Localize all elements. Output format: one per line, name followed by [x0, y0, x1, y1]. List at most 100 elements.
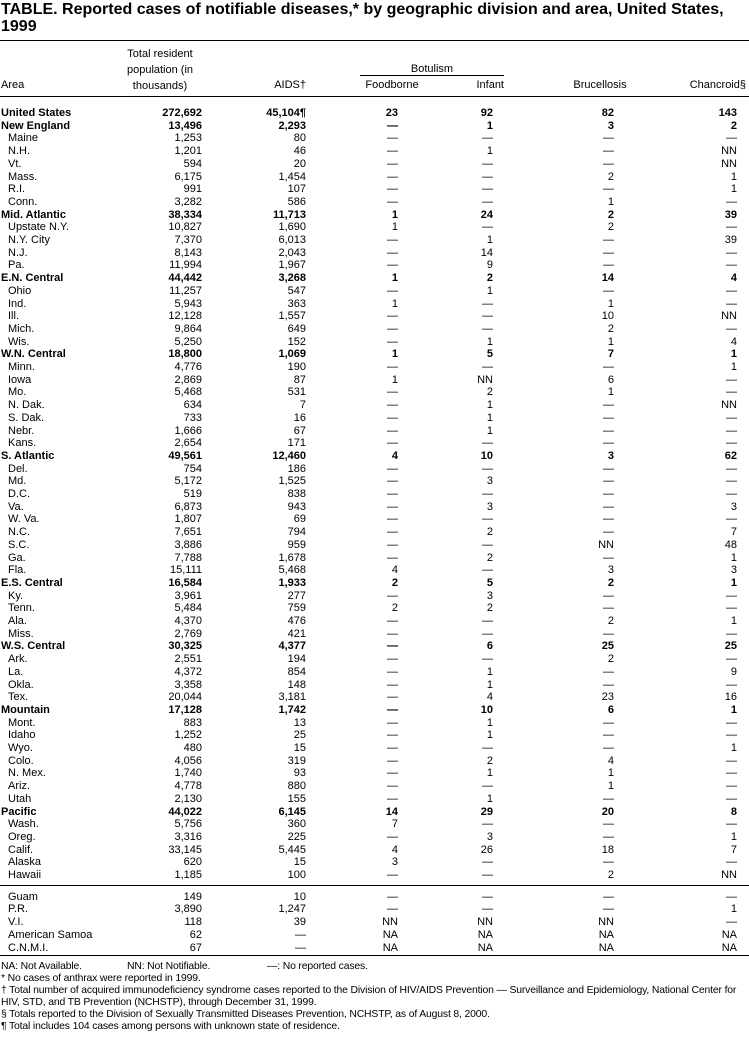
table-cell: 225	[287, 830, 306, 843]
table-cell: 1	[486, 119, 493, 132]
table-cell: 155	[287, 792, 306, 805]
table-cell: 1	[391, 373, 398, 386]
table-cell: 13,496	[168, 119, 202, 132]
table-cell: 11,994	[169, 259, 202, 272]
area-name: Miss.	[8, 627, 34, 640]
table-cell: —	[482, 221, 493, 234]
table-cell: —	[387, 170, 398, 183]
table-cell: —	[482, 132, 493, 145]
table-cell: —	[603, 361, 614, 373]
area-name: Tenn.	[8, 602, 35, 615]
table-cell: 547	[287, 284, 306, 297]
table-cell: 6,175	[174, 170, 202, 183]
table-cell: —	[603, 665, 614, 678]
table-cell: 1	[391, 208, 398, 221]
table-cell: —	[482, 170, 493, 183]
table-cell: —	[726, 284, 737, 297]
table-cell: 4	[391, 449, 398, 462]
area-name: D.C.	[8, 488, 30, 500]
table-cell: 1	[607, 780, 614, 793]
table-cell: 3	[607, 564, 614, 577]
table-cell: —	[603, 678, 614, 691]
area-name: New England	[1, 119, 71, 132]
area-name: Vt.	[8, 157, 22, 170]
table-cell: 476	[287, 615, 306, 627]
table-cell: 2	[607, 221, 614, 234]
table-cell: —	[387, 742, 398, 754]
table-cell: —	[387, 437, 398, 450]
area-name: Ky.	[8, 589, 24, 602]
table-cell: 2	[486, 602, 493, 615]
table-cell: —	[726, 890, 737, 903]
table-cell: NN	[721, 399, 737, 412]
table-cell: —	[387, 157, 398, 170]
table-cell: —	[482, 869, 493, 881]
area-name: S.C.	[8, 538, 30, 551]
table-cell: 838	[287, 488, 306, 500]
table-cell: —	[387, 551, 398, 564]
table-cell: —	[387, 640, 398, 653]
table-cell: 16	[293, 411, 306, 424]
table-cell: 3	[391, 856, 398, 869]
area-name: Oreg.	[8, 830, 36, 843]
title: TABLE. Reported cases of notifiable dise…	[1, 1, 724, 35]
table-cell: 7,370	[174, 234, 202, 246]
table-cell: 1	[607, 335, 614, 348]
table-cell: 2,769	[174, 627, 202, 640]
table-cell: —	[387, 869, 398, 881]
table-cell: 1,742	[278, 703, 306, 716]
table-cell: —	[387, 729, 398, 742]
table-cell: 1	[486, 767, 493, 780]
table-cell: 26	[480, 843, 493, 856]
table-cell: —	[295, 941, 306, 954]
legend-item: —: No reported cases.	[267, 961, 368, 972]
area-name: E.N. Central	[1, 272, 64, 285]
table-cell: 18	[601, 843, 614, 856]
table-cell: —	[482, 538, 493, 551]
table-cell: 16	[724, 691, 737, 704]
table-cell: —	[603, 856, 614, 869]
area-name: Mid. Atlantic	[1, 208, 66, 221]
table-cell: —	[482, 310, 493, 323]
table-cell: 44,022	[168, 805, 202, 818]
table-cell: 3,358	[174, 678, 202, 691]
footnotes: NA: Not Available. NN: Not Notifiable. —: …	[1, 961, 748, 1033]
area-name: La.	[8, 665, 24, 678]
area-name: Hawaii	[8, 869, 42, 881]
table-cell: —	[726, 195, 737, 208]
area-name: Utah	[8, 792, 32, 805]
table-cell: 3	[486, 475, 493, 488]
legend-item: NN: Not Notifiable.	[127, 961, 211, 972]
area-name: Md.	[8, 475, 27, 488]
column-header: Brucellosis	[573, 79, 627, 91]
area-name: Ohio	[8, 284, 32, 297]
table-cell: 1	[486, 145, 493, 158]
table-cell: 23	[385, 107, 398, 119]
area-name: Okla.	[8, 678, 34, 691]
table-cell: 5,756	[174, 818, 202, 831]
footnote-legend: NA: Not Available. NN: Not Notifiable. —: …	[1, 961, 748, 973]
table-cell: —	[603, 246, 614, 259]
table-cell: 8,143	[174, 246, 202, 259]
table-cell: 272,692	[162, 107, 202, 119]
area-name: Pa.	[8, 259, 25, 272]
area-name: Ariz.	[8, 780, 30, 793]
table-cell: 2,654	[174, 437, 202, 450]
table-cell: 2	[607, 615, 614, 627]
table-cell: —	[603, 475, 614, 488]
table-cell: 5,445	[278, 843, 306, 856]
table-cell: —	[387, 615, 398, 627]
area-name: Pacific	[1, 805, 37, 818]
table-cell: 92	[480, 107, 493, 119]
table-cell: 12,460	[272, 449, 306, 462]
table-cell: NN	[721, 310, 737, 323]
footnote: ¶ Total includes 104 cases among persons…	[1, 1021, 340, 1032]
table-cell: 14	[480, 246, 493, 259]
table-cell: 4	[391, 843, 398, 856]
area-name: Mich.	[8, 322, 35, 335]
area-name: Wis.	[8, 335, 30, 348]
table-cell: NA	[721, 941, 737, 954]
table-cell: 2	[486, 551, 493, 564]
area-name: Ga.	[8, 551, 26, 564]
table-cell: —	[726, 322, 737, 335]
